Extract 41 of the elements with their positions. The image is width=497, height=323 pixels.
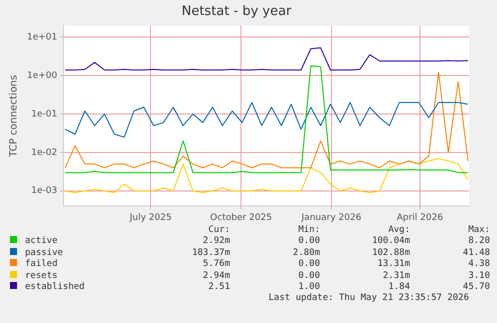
text: 45.70 xyxy=(462,282,490,293)
x-tick-label: October 2025 xyxy=(210,212,272,223)
text: 2.94m xyxy=(202,270,230,282)
text: 8.20 xyxy=(467,236,490,247)
legend-label: failed xyxy=(24,258,59,270)
text: 1.84 xyxy=(387,282,410,293)
text: Last update: Thu May 21 23:35:57 2026 xyxy=(268,293,469,303)
text: 2.92m xyxy=(202,236,230,247)
text: 5.76m xyxy=(202,258,230,270)
text: 3.10 xyxy=(467,270,490,282)
legend-label: active xyxy=(24,236,59,247)
legend-label: passive xyxy=(24,247,64,258)
text: 2.31m xyxy=(382,270,410,282)
text: 0.00 xyxy=(297,270,320,282)
legend-label: resets xyxy=(24,270,59,282)
legend-label: established xyxy=(24,282,86,293)
x-tick-label: January 2026 xyxy=(300,212,362,223)
text: 41.48 xyxy=(462,247,490,258)
y-tick-label: 1e+01 xyxy=(26,32,58,43)
y-tick-label: 1e-02 xyxy=(31,148,58,158)
text: 102.88m xyxy=(371,247,410,258)
text: 1.00 xyxy=(297,282,320,293)
y-tick-label: 1e+00 xyxy=(26,70,58,81)
text: 2.51 xyxy=(207,282,230,293)
y-axis-title: TCP connections xyxy=(8,74,20,158)
text: 183.37m xyxy=(191,247,230,258)
text: Cur: xyxy=(207,224,230,236)
x-tick-label: July 2025 xyxy=(128,212,172,223)
y-tick-label: 1e-01 xyxy=(31,109,58,120)
chart-title: Netstat - by year xyxy=(182,4,292,20)
text: 0.00 xyxy=(297,258,320,270)
text: Max: xyxy=(467,224,490,236)
text: 13.31m xyxy=(376,258,410,270)
x-tick-label: April 2026 xyxy=(396,212,444,223)
text: Min: xyxy=(297,224,320,236)
text: 100.04m xyxy=(371,236,410,247)
text: Avg: xyxy=(387,224,410,236)
y-tick-label: 1e-03 xyxy=(31,186,58,196)
text: 4.38 xyxy=(467,258,490,270)
text: 2.80m xyxy=(292,247,320,258)
text: 0.00 xyxy=(297,236,320,247)
